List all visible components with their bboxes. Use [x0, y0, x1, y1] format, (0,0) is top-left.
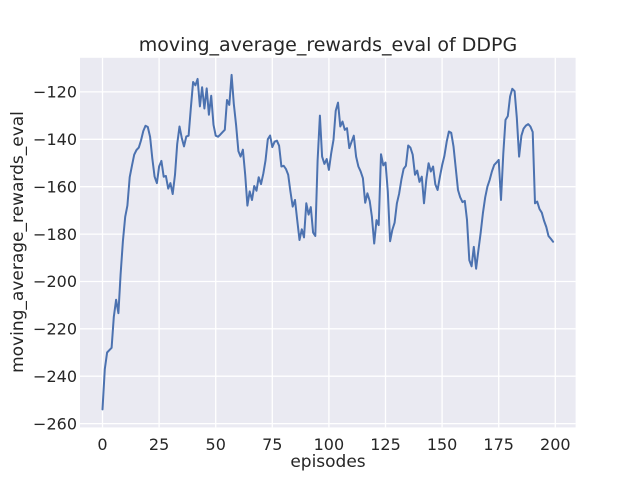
y-tick-label: −160 — [33, 177, 77, 196]
x-tick-label: 100 — [314, 435, 345, 454]
y-tick-label: −240 — [33, 367, 77, 386]
x-tick-label: 75 — [262, 435, 282, 454]
x-tick-label: 50 — [206, 435, 226, 454]
x-tick-labels: 0 25 50 75 100 125 150 175 200 — [97, 435, 570, 454]
chart-title: moving_average_rewards_eval of DDPG — [139, 34, 517, 56]
x-tick-label: 0 — [97, 435, 107, 454]
y-tick-label: −220 — [33, 320, 77, 339]
x-axis-label: episodes — [290, 452, 365, 472]
y-tick-label: −200 — [33, 272, 77, 291]
x-tick-label: 125 — [370, 435, 401, 454]
x-tick-label: 150 — [427, 435, 458, 454]
y-tick-label: −140 — [33, 130, 77, 149]
x-tick-label: 175 — [483, 435, 514, 454]
x-tick-label: 25 — [149, 435, 169, 454]
grid-lines — [80, 57, 576, 428]
y-tick-labels: −120 −140 −160 −180 −200 −220 −240 −260 — [33, 83, 77, 434]
y-tick-label: −120 — [33, 83, 77, 102]
x-tick-label: 200 — [540, 435, 571, 454]
y-tick-label: −260 — [33, 414, 77, 433]
y-axis-label: moving_average_rewards_eval — [8, 111, 28, 373]
plot-area — [80, 57, 576, 428]
y-tick-label: −180 — [33, 225, 77, 244]
data-line — [101, 73, 555, 411]
